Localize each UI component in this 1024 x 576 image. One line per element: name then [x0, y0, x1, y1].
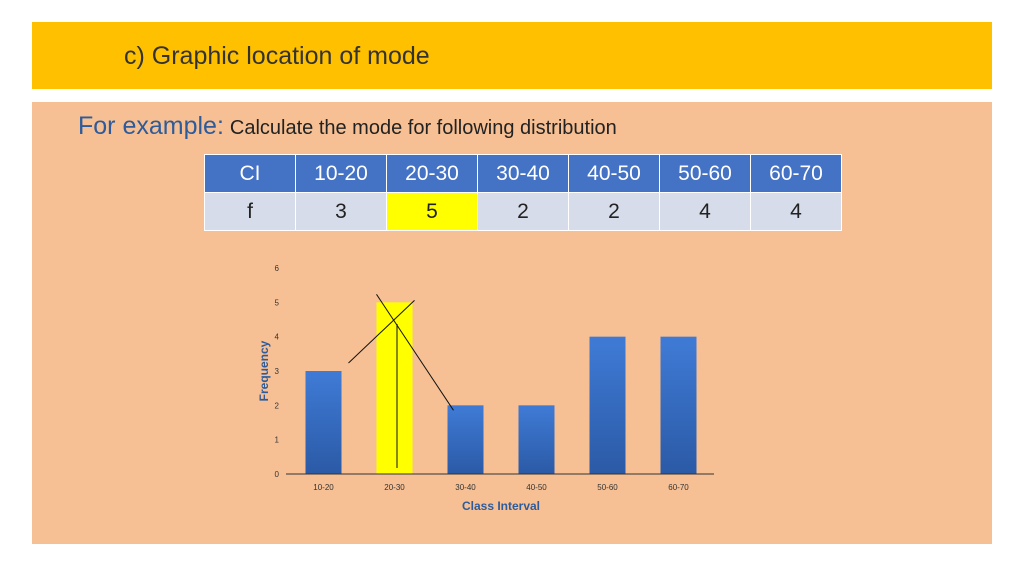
- table-row: f 3 5 2 2 4 4: [204, 192, 842, 231]
- bar: [518, 405, 555, 474]
- table-row-label: f: [204, 192, 296, 231]
- example-text: Calculate the mode for following distrib…: [229, 117, 617, 139]
- x-tick-label: 10-20: [313, 483, 334, 492]
- table-header-cell: 50-60: [659, 154, 751, 193]
- example-heading: For example: Calculate the mode for follo…: [78, 112, 617, 141]
- y-tick-label: 2: [275, 401, 280, 410]
- table-cell: 4: [750, 192, 842, 231]
- y-tick-label: 0: [275, 470, 280, 479]
- x-tick-label: 30-40: [455, 483, 476, 492]
- table-header-cell: 40-50: [568, 154, 660, 193]
- x-tick-label: 50-60: [597, 483, 618, 492]
- title-bar: c) Graphic location of mode: [32, 22, 992, 89]
- x-tick-label: 60-70: [668, 483, 689, 492]
- table-cell: 2: [568, 192, 660, 231]
- construction-line: [376, 294, 454, 411]
- frequency-table: CI 10-20 20-30 30-40 40-50 50-60 60-70 f…: [204, 154, 842, 231]
- bar: [660, 336, 697, 474]
- x-axis-title: Class Interval: [462, 499, 540, 513]
- table-header-row: CI 10-20 20-30 30-40 40-50 50-60 60-70: [204, 154, 842, 193]
- y-tick-label: 6: [275, 264, 280, 273]
- table-cell: 3: [295, 192, 387, 231]
- table-header-cell: 60-70: [750, 154, 842, 193]
- y-tick-label: 1: [275, 436, 280, 445]
- y-tick-label: 5: [275, 298, 280, 307]
- bar: [589, 336, 626, 474]
- bar-chart: 0 1 2 3 4 5 6 10-20 20-30 30-40 40-50 50-60 60-70 Cla…: [257, 264, 714, 513]
- example-lead: For example:: [78, 112, 224, 140]
- table-cell: 2: [477, 192, 569, 231]
- table-header-cell: 30-40: [477, 154, 569, 193]
- y-tick-label: 4: [275, 333, 280, 342]
- bar: [305, 371, 342, 474]
- bar-modal: [376, 302, 413, 474]
- x-tick-label: 20-30: [384, 483, 405, 492]
- construction-line: [348, 299, 415, 364]
- content-panel: For example: Calculate the mode for follo…: [32, 102, 992, 544]
- x-tick-label: 40-50: [526, 483, 547, 492]
- table-cell-highlighted: 5: [386, 192, 478, 231]
- y-tick-label: 3: [275, 367, 280, 376]
- table-header-cell: 20-30: [386, 154, 478, 193]
- table-header-ci: CI: [204, 154, 296, 193]
- bar: [447, 405, 484, 474]
- y-axis-title: Frequency: [257, 340, 271, 401]
- slide-title: c) Graphic location of mode: [124, 42, 430, 70]
- table-cell: 4: [659, 192, 751, 231]
